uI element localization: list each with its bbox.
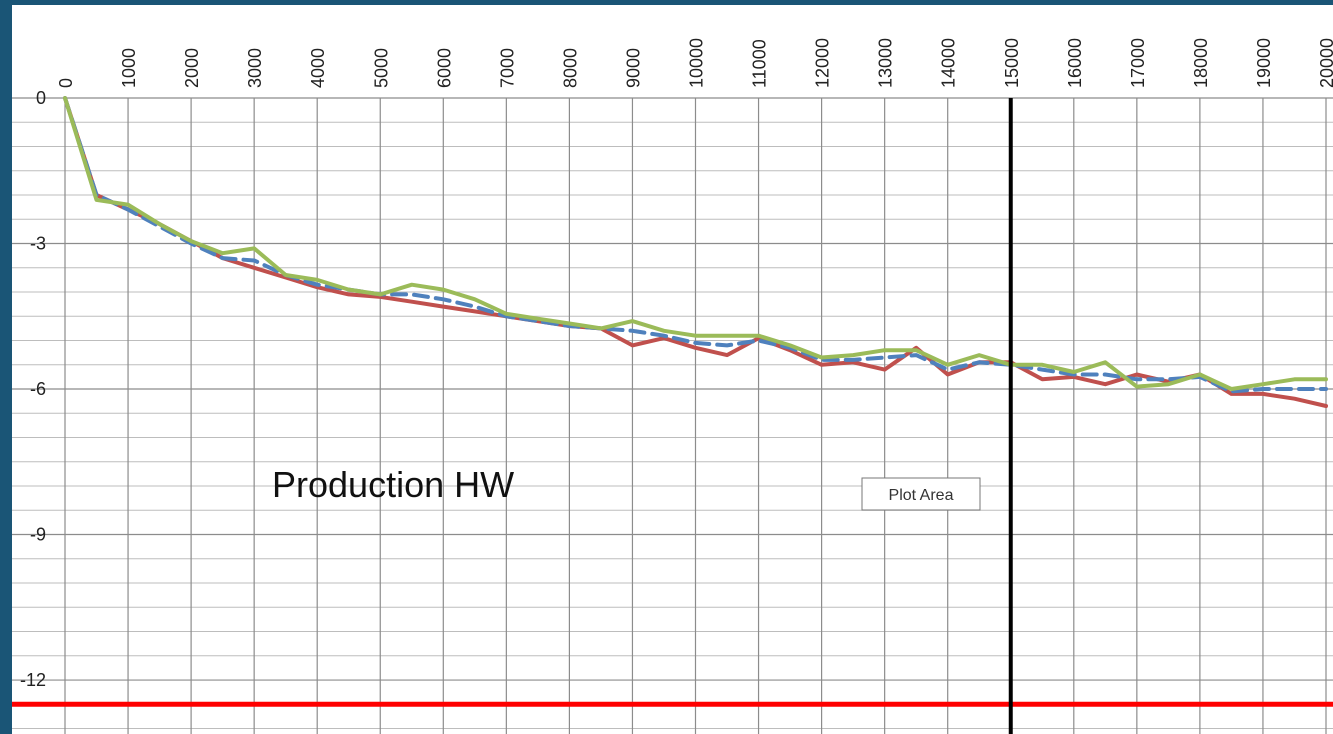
tooltip: Plot Area: [889, 487, 954, 504]
x-tick-label: 4000: [308, 48, 328, 88]
y-tick-label: 0: [36, 88, 46, 108]
x-tick-label: 10000: [687, 38, 707, 88]
x-tick-label: 12000: [813, 38, 833, 88]
x-tick-label: 15000: [1002, 38, 1022, 88]
data-line: [63, 96, 1328, 394]
x-tick-label: 20000: [1317, 38, 1333, 88]
x-tick-label: 3000: [245, 48, 265, 88]
labels: 0 -3 -6 -9 -12 0 1000 2000 3000 4000 5000 6000 7000 8…: [20, 38, 1333, 690]
x-tick-label: 13000: [876, 38, 896, 88]
x-tick-label: 14000: [939, 38, 959, 88]
x-tick-label: 19000: [1254, 38, 1274, 88]
chart-area: [12, 5, 1333, 734]
tooltip-box: [861, 477, 981, 511]
x-tick-label: 8000: [560, 48, 580, 88]
x-tick-label: 17000: [1128, 38, 1148, 88]
marks: [12, 96, 1333, 734]
x-tick-label: 11000: [750, 39, 770, 88]
x-tick-label: 16000: [1065, 38, 1085, 88]
y-tick-label: -6: [30, 379, 46, 399]
x-tick-label: 1000: [119, 48, 139, 88]
x-tick-label: 2000: [182, 48, 202, 88]
x-tick-label: 18000: [1191, 38, 1211, 88]
x-tick-label: 0: [56, 78, 76, 88]
x-tick-label: 5000: [371, 48, 391, 88]
annotation: Production HW: [272, 464, 514, 505]
x-tick-label: 7000: [497, 48, 517, 88]
x-tick-label: 6000: [434, 48, 454, 88]
data-line: [63, 96, 1328, 391]
y-tick-label: -12: [20, 670, 46, 690]
y-tick-label: -3: [30, 234, 46, 254]
x-tick-label: 9000: [623, 48, 643, 88]
y-tick-label: -9: [30, 525, 46, 545]
data-line: [63, 96, 1328, 408]
